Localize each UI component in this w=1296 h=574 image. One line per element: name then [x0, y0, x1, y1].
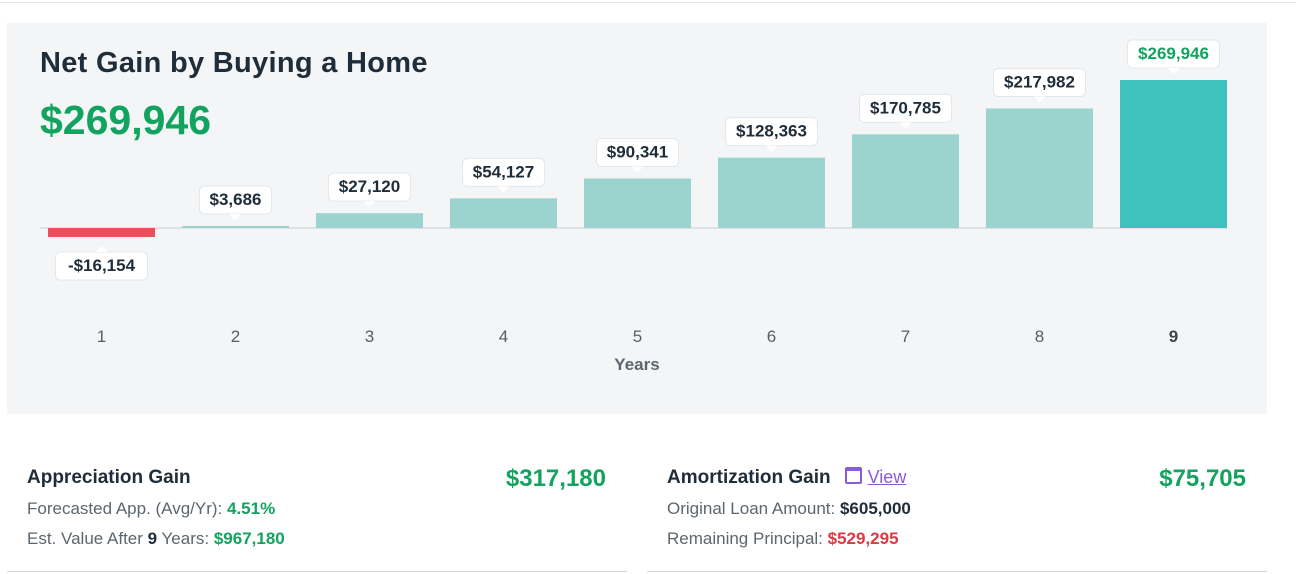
value-label-year-8: $217,982	[993, 67, 1086, 103]
value-label-text: $170,785	[870, 98, 941, 117]
value-label-pointer	[95, 246, 108, 252]
estimated-value-prefix: Est. Value After	[27, 529, 148, 548]
value-label-year-6: $128,363	[725, 117, 818, 152]
net-gain-total: $269,946	[40, 97, 212, 143]
value-label-pointer	[1167, 68, 1180, 74]
appreciation-card-divider	[7, 571, 627, 572]
x-tick-year-5: 5	[633, 327, 642, 346]
estimated-value-suffix: Years:	[157, 529, 214, 548]
value-label-box	[328, 172, 411, 202]
net-gain-bar-chart: -$16,154 1 $3,686 2 $27,120 3 $54,127 4 $90,341 5…	[40, 39, 1227, 374]
value-label-year-7: $170,785	[859, 93, 952, 129]
bar-year-7	[852, 134, 959, 228]
value-label-text: $269,946	[1138, 44, 1209, 63]
value-label-text: $27,120	[339, 177, 400, 196]
value-label-pointer	[765, 145, 778, 152]
appreciation-gain-card: Appreciation Gain $317,180 Forecasted Ap…	[7, 455, 627, 572]
x-tick-year-9: 9	[1169, 327, 1178, 346]
x-tick-year-4: 4	[499, 327, 508, 346]
value-label-pointer	[229, 213, 242, 220]
appreciation-gain-title: Appreciation Gain	[27, 467, 191, 488]
appreciation-gain-amount: $317,180	[505, 465, 606, 492]
amortization-gain-title-row: Amortization Gain View	[667, 467, 906, 489]
value-label-pointer	[899, 122, 912, 129]
view-amortization-link[interactable]: View	[867, 467, 907, 487]
original-loan-line: Original Loan Amount: $605,000	[667, 499, 911, 519]
x-tick-year-6: 6	[767, 327, 776, 346]
bar-year-1	[48, 228, 155, 237]
value-label-year-2: $3,686	[199, 185, 272, 220]
bar-year-6	[718, 157, 825, 228]
amortization-gain-amount: $75,705	[1159, 465, 1246, 492]
bar-year-5	[584, 178, 691, 228]
x-tick-year-7: 7	[901, 327, 910, 346]
original-loan-value: $605,000	[839, 499, 911, 518]
x-axis-label: Years	[614, 355, 659, 374]
bar-year-8	[986, 108, 1093, 228]
value-label-pointer	[363, 201, 376, 208]
value-label-text: $3,686	[210, 190, 262, 209]
value-label-pointer	[497, 186, 510, 193]
x-tick-year-2: 2	[231, 327, 240, 346]
value-label-text: $54,127	[473, 162, 534, 181]
value-label-pointer	[1033, 96, 1046, 103]
estimated-value-line: Est. Value After 9 Years: $967,180	[27, 529, 285, 549]
original-loan-label: Original Loan Amount:	[667, 499, 840, 518]
value-label-year-9: $269,946	[1127, 39, 1220, 74]
remaining-principal-value: $529,295	[827, 529, 899, 548]
forecasted-appreciation-label: Forecasted App. (Avg/Yr):	[27, 499, 227, 518]
x-tick-year-8: 8	[1035, 327, 1044, 346]
value-label-text: $128,363	[736, 122, 807, 141]
value-label-year-3: $27,120	[328, 172, 411, 208]
value-label-year-1: -$16,154	[55, 246, 148, 281]
bar-year-9	[1120, 80, 1227, 228]
top-divider	[0, 2, 1296, 3]
calendar-icon[interactable]	[844, 467, 862, 484]
amortization-card-divider	[647, 571, 1267, 572]
value-label-year-4: $54,127	[462, 157, 545, 193]
value-label-pointer	[631, 166, 644, 173]
value-label-text: -$16,154	[68, 256, 136, 275]
amortization-gain-title: Amortization Gain	[667, 467, 831, 488]
bar-year-4	[450, 198, 557, 228]
bar-year-3	[316, 213, 423, 228]
value-label-text: $217,982	[1004, 72, 1075, 91]
value-label-year-5: $90,341	[596, 137, 679, 173]
remaining-principal-label: Remaining Principal:	[667, 529, 828, 548]
chart-title: Net Gain by Buying a Home	[40, 47, 428, 79]
x-tick-year-3: 3	[365, 327, 374, 346]
remaining-principal-line: Remaining Principal: $529,295	[667, 529, 899, 549]
x-tick-year-1: 1	[97, 327, 106, 346]
value-label-text: $90,341	[607, 142, 668, 161]
bar-year-2	[182, 225, 289, 228]
estimated-value-years: 9	[147, 529, 158, 548]
estimated-value-amount: $967,180	[213, 529, 285, 548]
forecasted-appreciation-line: Forecasted App. (Avg/Yr): 4.51%	[27, 499, 275, 519]
amortization-gain-card: Amortization Gain View $75,705 Original L…	[647, 455, 1267, 572]
forecasted-appreciation-value: 4.51%	[227, 499, 276, 518]
